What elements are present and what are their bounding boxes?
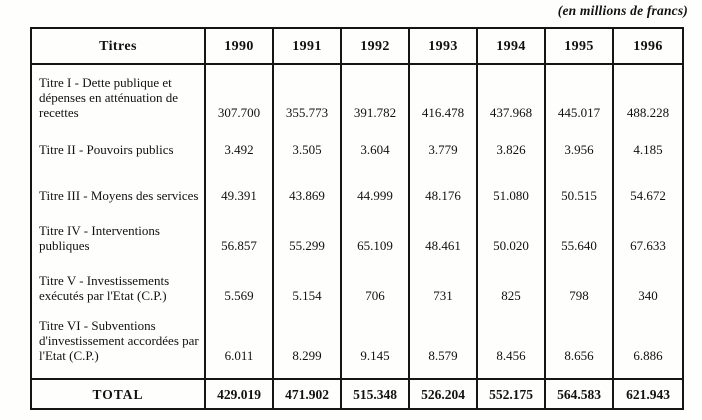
column-header-year-1996: 1996 [633,38,663,54]
value-cell: 67.633 [630,238,666,253]
value-cell: 307.700 [206,65,274,135]
value-cell: 706 [342,268,410,318]
total-value-cell: 429.019 [206,380,274,408]
total-value-cell: 515.348 [342,380,410,408]
value-cell: 9.145 [342,318,410,378]
row-label: Titre III - Moyens des services [32,172,206,218]
total-label: TOTAL [32,380,206,408]
value-cell: 8.299 [274,318,342,378]
value-cell: 54.672 [630,188,666,203]
value-cell: 4.185 [633,142,663,157]
value-cell: 355.773 [274,65,342,135]
total-value-cell: 526.204 [410,380,478,408]
budget-table: Titres 1990 1991 1992 1993 1994 1995 199… [30,27,684,410]
table-row-titre-2: Titre II - Pouvoirs publics 3.492 3.505 … [32,135,682,172]
value-cell: 3.505 [274,135,342,172]
value-cell: 3.956 [546,135,614,172]
row-label: Titre I - Dette publique et dépenses en … [32,65,206,135]
value-cell: 731 [410,268,478,318]
value-cell: 437.968 [478,65,546,135]
value-cell: 65.109 [342,218,410,268]
table-row-titre-1: Titre I - Dette publique et dépenses en … [32,65,682,135]
row-label: Titre IV - Interventions publiques [32,218,206,268]
table-row-titre-5: Titre V - Investissements exécutés par l… [32,268,682,318]
row-label: Titre VI - Subventions d'investissement … [32,318,206,378]
value-cell: 340 [638,288,658,303]
value-cell: 51.080 [478,172,546,218]
value-cell: 3.604 [342,135,410,172]
value-cell: 44.999 [342,172,410,218]
value-cell: 3.826 [478,135,546,172]
value-cell: 50.020 [478,218,546,268]
column-header-year-1994: 1994 [478,29,546,63]
table-row-titre-4: Titre IV - Interventions publiques 56.85… [32,218,682,268]
value-cell: 55.640 [546,218,614,268]
value-cell: 48.176 [410,172,478,218]
column-header-year-1992: 1992 [342,29,410,63]
value-cell: 798 [546,268,614,318]
row-label: Titre II - Pouvoirs publics [32,135,206,172]
value-cell: 43.869 [274,172,342,218]
value-cell: 50.515 [546,172,614,218]
units-note: (en millions de francs) [557,3,688,18]
table-total-row: TOTAL 429.019 471.902 515.348 526.204 55… [32,378,682,408]
value-cell: 56.857 [206,218,274,268]
total-value-cell: 621.943 [626,386,670,402]
table-header-row: Titres 1990 1991 1992 1993 1994 1995 199… [32,29,682,65]
total-value-cell: 471.902 [274,380,342,408]
value-cell: 8.456 [478,318,546,378]
value-cell: 391.782 [342,65,410,135]
column-header-year-1993: 1993 [410,29,478,63]
value-cell: 5.154 [274,268,342,318]
value-cell: 8.656 [546,318,614,378]
value-cell: 48.461 [410,218,478,268]
total-value-cell: 564.583 [546,380,614,408]
row-label: Titre V - Investissements exécutés par l… [32,268,206,318]
column-header-year-1990: 1990 [206,29,274,63]
value-cell: 8.579 [410,318,478,378]
value-cell: 6.011 [206,318,274,378]
value-cell: 55.299 [274,218,342,268]
value-cell: 825 [478,268,546,318]
value-cell: 3.779 [410,135,478,172]
value-cell: 5.569 [206,268,274,318]
total-value-cell: 552.175 [478,380,546,408]
table-row-titre-6: Titre VI - Subventions d'investissement … [32,318,682,378]
value-cell: 49.391 [206,172,274,218]
value-cell: 416.478 [410,65,478,135]
value-cell: 6.886 [633,348,663,363]
value-cell: 488.228 [626,105,670,120]
value-cell: 445.017 [546,65,614,135]
column-header-year-1991: 1991 [274,29,342,63]
table-row-titre-3: Titre III - Moyens des services 49.391 4… [32,172,682,218]
value-cell: 3.492 [206,135,274,172]
column-header-titles: Titres [32,29,206,63]
column-header-year-1995: 1995 [546,29,614,63]
